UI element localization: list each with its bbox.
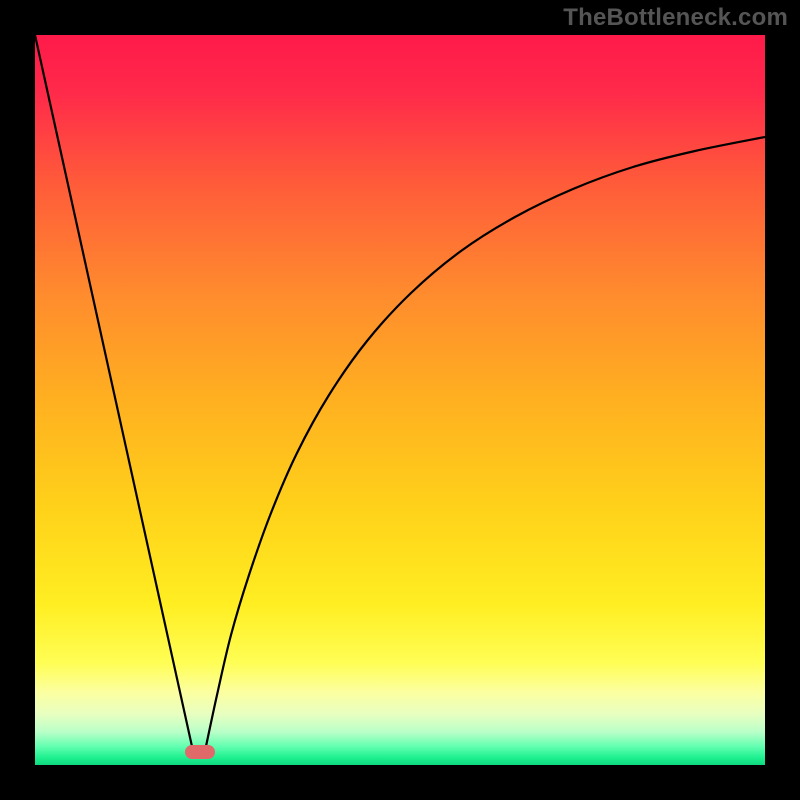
curve-right-segment: [205, 137, 765, 751]
watermark-text: TheBottleneck.com: [563, 4, 788, 32]
curve-left-segment: [35, 35, 193, 751]
chart-frame: TheBottleneck.com: [0, 0, 800, 800]
optimal-marker: [185, 745, 215, 759]
bottleneck-curve: [35, 35, 765, 765]
plot-area: [35, 35, 765, 765]
